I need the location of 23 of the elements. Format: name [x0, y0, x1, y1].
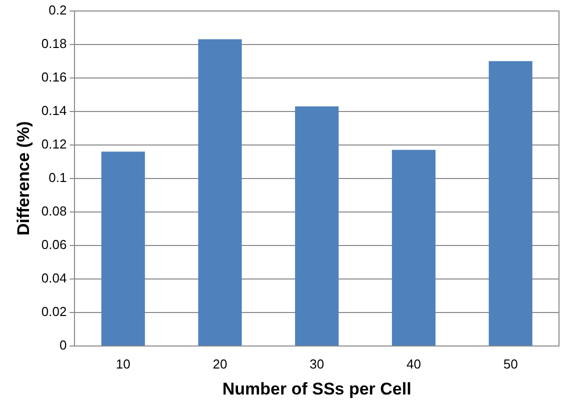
bar	[392, 150, 436, 346]
y-tick-label: 0	[59, 338, 67, 353]
y-tick-label: 0.16	[41, 69, 67, 84]
y-tick-label: 0.06	[41, 237, 67, 252]
bar	[488, 61, 532, 346]
bar	[295, 106, 339, 346]
x-tick-label: 10	[116, 356, 130, 372]
y-tick-label: 0.1	[48, 170, 67, 185]
y-tick-label: 0.02	[41, 304, 67, 320]
y-tick-label: 0.2	[48, 2, 67, 18]
y-tick-label: 0.04	[41, 270, 67, 286]
y-tick-label: 0.08	[41, 204, 67, 218]
y-tick-label: 0.12	[41, 136, 67, 152]
y-tick-label: 0.14	[41, 102, 67, 118]
bar	[198, 39, 242, 346]
x-tick-label: 30	[310, 356, 324, 372]
x-tick-label: 40	[406, 356, 421, 372]
x-tick-label: 50	[503, 356, 518, 372]
x-tick-label: 20	[212, 356, 228, 372]
x-axis-title: Number of SSs per Cell	[222, 379, 412, 398]
y-axis-title: Difference (%)	[14, 121, 33, 236]
y-tick-label: 0.18	[41, 36, 67, 51]
bar	[101, 152, 145, 346]
